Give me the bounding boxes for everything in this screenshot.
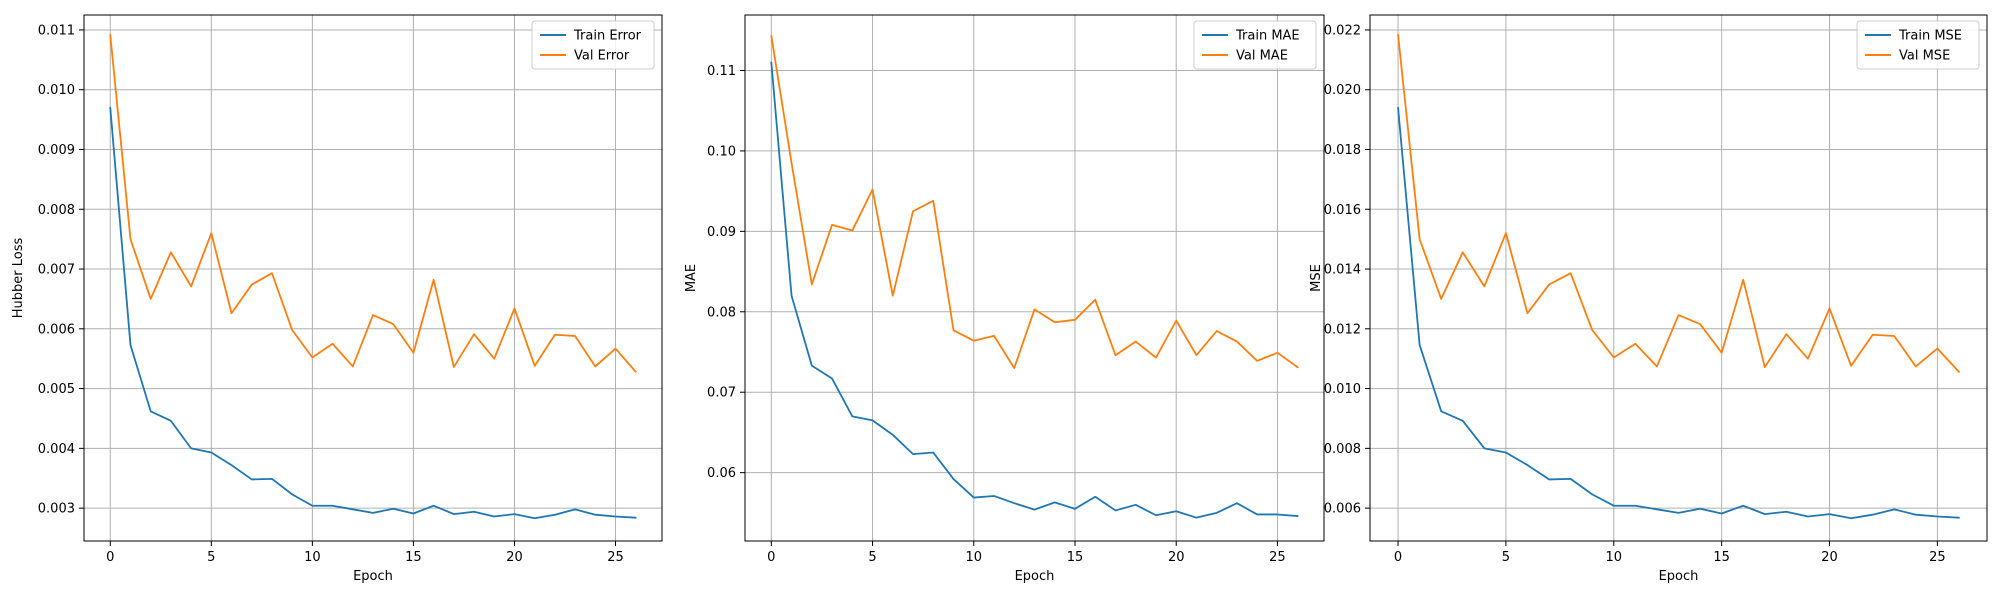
legend: Train MSE Val MSE <box>1856 20 1980 70</box>
legend-box <box>1856 20 1980 70</box>
legend-box <box>1193 20 1317 70</box>
y-tick-label: 0.009 <box>38 143 75 158</box>
series-line-train-mae <box>770 61 1299 519</box>
legend-label: Train MAE <box>1235 29 1300 44</box>
x-axis-label: Epoch <box>1659 569 1699 584</box>
axes-frame <box>83 14 663 542</box>
legend: Train Error Val Error <box>531 20 655 70</box>
y-tick-label: 0.11 <box>707 64 736 79</box>
y-tick-label: 0.012 <box>1324 322 1361 337</box>
legend-label: Val MSE <box>1899 49 1950 64</box>
y-tick-label: 0.003 <box>38 502 75 517</box>
series-line-val-error <box>109 33 637 373</box>
axes-frame <box>744 14 1325 542</box>
x-tick-label: 15 <box>1067 550 1084 565</box>
y-tick-label: 0.018 <box>1324 143 1361 158</box>
series-line-train-error <box>109 106 637 520</box>
series-line-val-mse <box>1397 33 1960 373</box>
chart-panel-3: 0 5 10 15 20 25 0.006 0.008 0.010 0.012 0.014 0.016… <box>1309 14 1988 584</box>
x-tick-label: 25 <box>1269 550 1286 565</box>
y-axis-label: MAE <box>684 264 699 292</box>
y-tick-label: 0.10 <box>707 144 736 159</box>
x-tick-label: 20 <box>1821 550 1838 565</box>
y-tick-label: 0.006 <box>38 322 75 337</box>
y-tick-label: 0.014 <box>1324 263 1361 278</box>
x-tick-label: 10 <box>304 550 321 565</box>
y-axis-label: MSE <box>1309 264 1324 292</box>
x-tick-label: 0 <box>1394 550 1402 565</box>
series-line-val-mae <box>770 35 1299 369</box>
y-tick-label: 0.010 <box>1324 382 1361 397</box>
x-tick-label: 25 <box>1929 550 1946 565</box>
axes-frame <box>1369 14 1988 542</box>
y-tick-label: 0.020 <box>1324 83 1361 98</box>
y-tick-label: 0.016 <box>1324 203 1361 218</box>
x-tick-label: 5 <box>868 550 876 565</box>
y-tick-label: 0.022 <box>1324 23 1361 38</box>
x-tick-label: 10 <box>965 550 982 565</box>
x-tick-label: 20 <box>506 550 523 565</box>
y-tick-label: 0.09 <box>707 225 736 240</box>
legend-label: Train MSE <box>1898 29 1962 44</box>
legend-label: Train Error <box>573 29 642 44</box>
y-tick-label: 0.07 <box>707 386 736 401</box>
chart-panel-1: 0 5 10 15 20 25 0.003 0.004 0.005 0.006 0.007 0.008… <box>11 14 663 584</box>
x-tick-label: 20 <box>1168 550 1185 565</box>
y-tick-label: 0.006 <box>1324 502 1361 517</box>
chart-panel-2: 0 5 10 15 20 25 0.06 0.07 0.08 0.09 0.10 0.11 Epoch M… <box>684 14 1325 584</box>
x-tick-label: 15 <box>1713 550 1730 565</box>
x-tick-label: 0 <box>767 550 775 565</box>
legend-label: Val MAE <box>1236 49 1288 64</box>
y-tick-label: 0.08 <box>707 305 736 320</box>
x-tick-label: 5 <box>1502 550 1510 565</box>
x-tick-label: 15 <box>405 550 422 565</box>
y-tick-label: 0.004 <box>38 442 75 457</box>
y-tick-label: 0.008 <box>1324 442 1361 457</box>
y-tick-label: 0.06 <box>707 466 736 481</box>
legend-label: Val Error <box>574 49 630 64</box>
x-axis-label: Epoch <box>353 569 393 584</box>
legend-box <box>531 20 655 70</box>
x-tick-label: 25 <box>607 550 624 565</box>
y-tick-label: 0.008 <box>38 203 75 218</box>
legend: Train MAE Val MAE <box>1193 20 1317 70</box>
y-tick-label: 0.007 <box>38 263 75 278</box>
x-tick-label: 10 <box>1606 550 1623 565</box>
series-line-train-mse <box>1397 106 1960 520</box>
y-axis-label: Hubber Loss <box>11 238 26 319</box>
y-tick-label: 0.010 <box>38 83 75 98</box>
x-tick-label: 5 <box>207 550 215 565</box>
y-tick-label: 0.011 <box>38 23 75 38</box>
y-tick-label: 0.005 <box>38 382 75 397</box>
x-axis-label: Epoch <box>1015 569 1055 584</box>
x-tick-label: 0 <box>106 550 114 565</box>
